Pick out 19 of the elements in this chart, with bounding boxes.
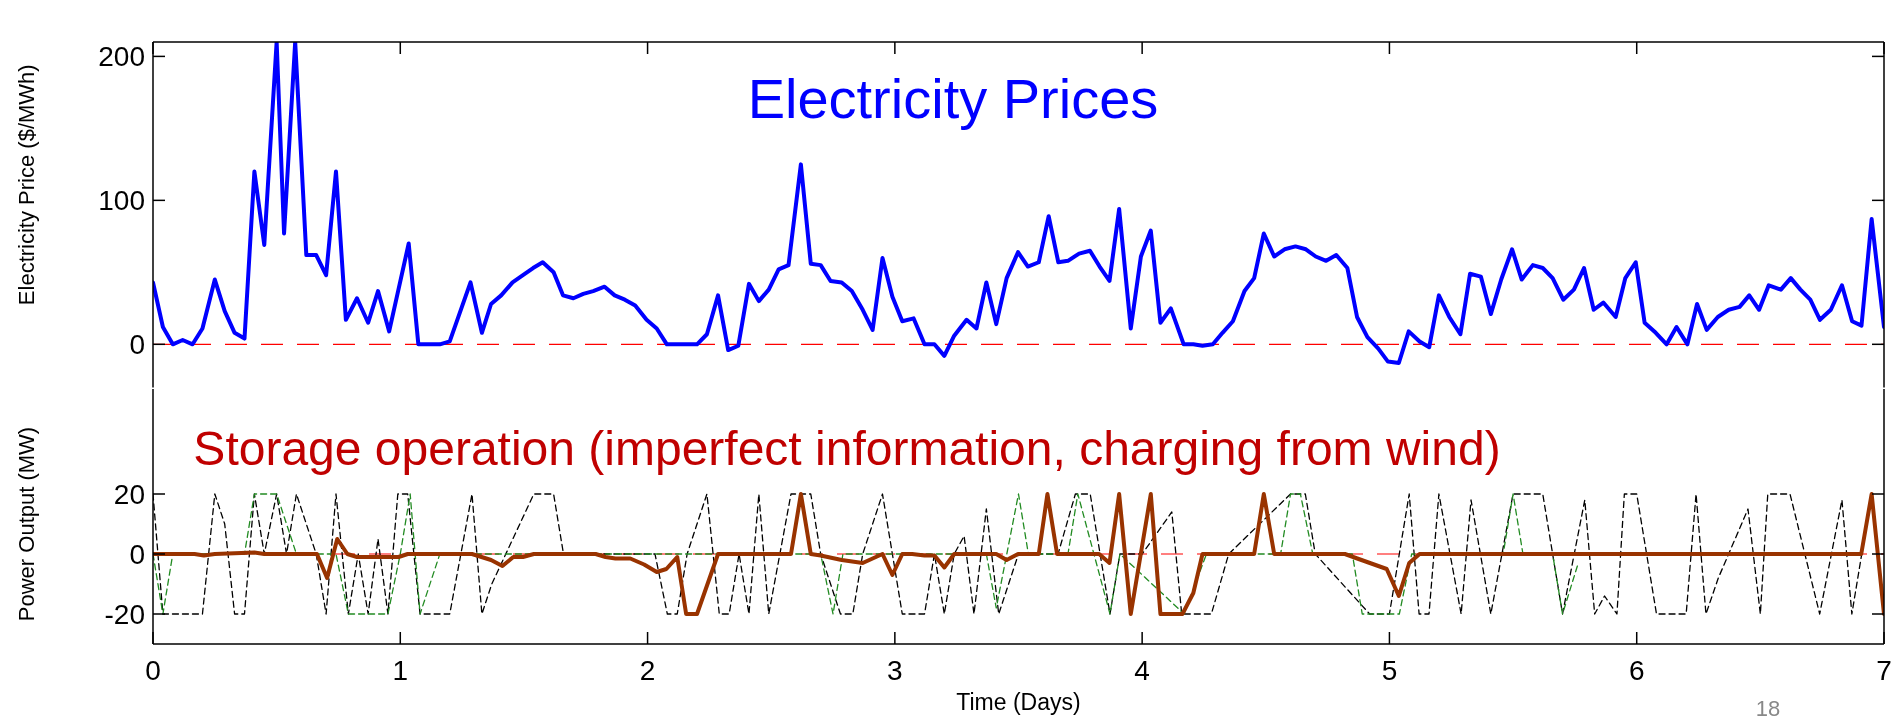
y-tick-label: -20	[104, 598, 145, 630]
y-tick-label: 0	[129, 538, 145, 570]
x-tick-label: 2	[639, 655, 656, 686]
text: Storage operation (imperfect information, charging from wind)	[193, 422, 1501, 475]
y-axis-title: Electricity Price ($/MWh)	[14, 64, 39, 306]
y-axis-title: Power Output (MW)	[14, 426, 39, 622]
y-tick-label: 20	[113, 478, 145, 510]
x-tick-label: 4	[1134, 655, 1150, 686]
x-tick-label: 5	[1381, 655, 1398, 686]
x-tick-label: 1	[392, 655, 409, 686]
x-tick-label: 6	[1628, 655, 1645, 686]
text: Electricity Prices	[747, 67, 1159, 130]
text: 18	[1755, 696, 1781, 721]
x-axis-title: Time (Days)	[956, 689, 1081, 715]
y-tick-label: 0	[129, 329, 145, 361]
x-tick-label: 7	[1876, 655, 1892, 686]
y-tick-label: 200	[98, 41, 145, 73]
x-tick-label: 3	[887, 655, 903, 686]
y-tick-label: 100	[98, 185, 145, 217]
